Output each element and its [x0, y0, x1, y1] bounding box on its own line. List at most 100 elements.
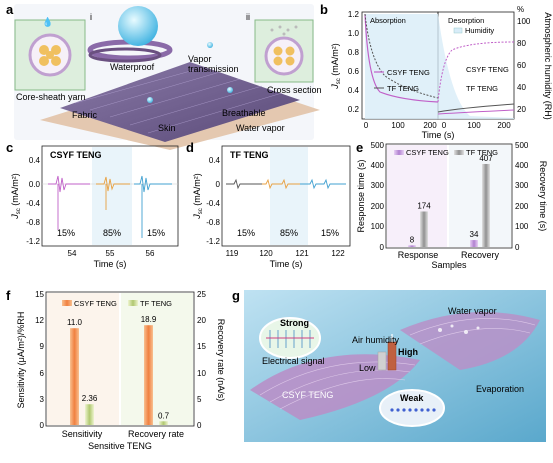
legend-humidity-label: Humidity [465, 26, 494, 35]
bar-value-label: 8 [410, 235, 415, 244]
svg-text:200: 200 [371, 202, 385, 211]
bar-tf-0 [420, 211, 428, 247]
svg-text:15%: 15% [237, 228, 255, 238]
d-ylabel: Jsc (mA/m²) [192, 173, 204, 220]
e-ylabel: Response time (s) [356, 159, 366, 232]
f-legend-csyf: CSYF TENG [74, 299, 117, 308]
d-title: TF TENG [230, 150, 269, 160]
panel-a-letter: a [6, 2, 14, 17]
water-vapor-label: Water vapor [448, 306, 497, 316]
f-frame [45, 291, 195, 427]
c-yticks: 0.4 0.0 -0.4 -0.8 -1.2 [26, 156, 40, 246]
f-categories: Sensitivity Recovery rate [62, 429, 184, 439]
svg-text:0: 0 [380, 243, 385, 252]
e-y2label: Recovery time (s) [538, 161, 548, 232]
desorption-label: Desorption [448, 16, 484, 25]
fabric-weave [74, 66, 283, 134]
svg-text:-1.2: -1.2 [26, 237, 40, 246]
humidity-fill-absorption [365, 14, 438, 119]
svg-text:56: 56 [146, 249, 155, 258]
core-sheath-label: Core-sheath yarn [16, 92, 86, 102]
panel-c: c CSYF TENG 0.4 0.0 -0.4 -0.8 -1.2 15% 8… [6, 140, 179, 269]
svg-text:3: 3 [40, 395, 45, 404]
svg-text:20: 20 [517, 105, 526, 114]
humidity-fill-desorption [438, 14, 514, 119]
svg-text:12: 12 [35, 316, 44, 325]
legend-humidity-swatch [453, 27, 463, 34]
panel-e: e CSYF TENG TF TENG 8 34 174 407 0 100 200 … [356, 140, 548, 270]
f-legend-csyf-swatch [62, 300, 72, 306]
f-y2ticks: 0 5 10 15 20 25 [197, 290, 206, 430]
c-xlabel: Time (s) [94, 259, 127, 269]
panel-c-letter: c [6, 140, 13, 155]
inset-i-label: i [90, 12, 92, 22]
svg-text:15: 15 [35, 290, 44, 299]
e-bars: 8 34 174 407 [408, 154, 493, 247]
svg-text:9: 9 [40, 342, 45, 351]
svg-text:54: 54 [68, 249, 77, 258]
bar-csyf-0 [408, 245, 416, 247]
f-bars: 11.0 18.9 2.36 0.7 [67, 315, 170, 425]
panel-d: d TF TENG 0.4 0 -0.4 -0.8 -1.2 15% 85% 1… [186, 140, 351, 269]
weak-label: Weak [400, 393, 424, 403]
d-yticks: 0.4 0 -0.4 -0.8 -1.2 [206, 156, 220, 246]
strong-label: Strong [280, 318, 309, 328]
fabric-label: Fabric [72, 110, 98, 120]
b-xticks: 0 100 200 0 100 200 [364, 121, 511, 130]
svg-text:15%: 15% [321, 228, 339, 238]
svg-text:0: 0 [197, 421, 202, 430]
csyf-teng-label: CSYF TENG [282, 390, 333, 400]
c-signal [48, 175, 172, 238]
bar-value-label: 34 [470, 230, 479, 239]
b-yticks: 1.2 1.0 0.8 0.6 0.4 0.2 [348, 10, 360, 114]
svg-text:0.4: 0.4 [348, 86, 360, 95]
breathable-label: Breathable [222, 108, 266, 118]
e-categories: Response Recovery [398, 250, 500, 260]
c-title: CSYF TENG [50, 150, 102, 160]
evaporation-label: Evaporation [476, 384, 524, 394]
svg-text:300: 300 [515, 181, 529, 190]
svg-text:%: % [517, 5, 524, 14]
b-xlabel: Time (s) [422, 130, 455, 140]
svg-text:0.2: 0.2 [348, 105, 360, 114]
core-fibers [273, 46, 295, 66]
high-label: High [398, 347, 418, 357]
legend-csyf-label-2: CSYF TENG [466, 65, 509, 74]
bar-value-label: 18.9 [141, 315, 157, 324]
bar-tf-0 [85, 404, 94, 425]
svg-text:85%: 85% [103, 228, 121, 238]
droplet-icon [207, 42, 213, 48]
panel-f: f CSYF TENG TF TENG 11.0 18.9 2.36 0.7 0 3 … [6, 288, 226, 451]
svg-text:1.0: 1.0 [348, 29, 360, 38]
f-yticks: 0 3 6 9 12 15 [35, 290, 44, 430]
vapor-droplets [438, 324, 480, 334]
absorption-label: Absorption [370, 16, 406, 25]
svg-text:55: 55 [106, 249, 115, 258]
droplet-icon [147, 97, 153, 103]
csyf-curve-absorption [364, 13, 439, 103]
electrical-signal-label: Electrical signal [262, 356, 325, 366]
f-y2label: Recovery rate (nA/s) [216, 319, 226, 402]
svg-text:-0.8: -0.8 [206, 218, 220, 227]
svg-text:25: 25 [197, 290, 206, 299]
air-humidity-label: Air humidity [352, 335, 400, 345]
transmission-label: transmission [188, 64, 239, 74]
svg-text:10: 10 [197, 369, 206, 378]
d-85-band [270, 147, 308, 245]
svg-text:121: 121 [295, 249, 309, 258]
d-signal [226, 178, 346, 190]
svg-text:0.4: 0.4 [209, 156, 221, 165]
svg-text:0: 0 [364, 121, 369, 130]
svg-text:6: 6 [40, 369, 45, 378]
svg-text:-0.4: -0.4 [26, 199, 40, 208]
b-ylabel: Jsc (mA/m²) [330, 43, 342, 90]
svg-text:5: 5 [197, 395, 202, 404]
svg-text:15%: 15% [57, 228, 75, 238]
svg-text:Recovery: Recovery [461, 250, 500, 260]
panel-b: b Absorption Desorption CSYF TENG TF TEN… [320, 2, 553, 140]
b-y2label: Atmospheric humidity (RH) [543, 12, 553, 120]
svg-text:0.0: 0.0 [29, 180, 41, 189]
svg-text:Response: Response [398, 250, 439, 260]
e-y2ticks: 0 100 200 300 400 500 [515, 141, 529, 252]
d-segment-labels: 15% 85% 15% [237, 228, 339, 238]
